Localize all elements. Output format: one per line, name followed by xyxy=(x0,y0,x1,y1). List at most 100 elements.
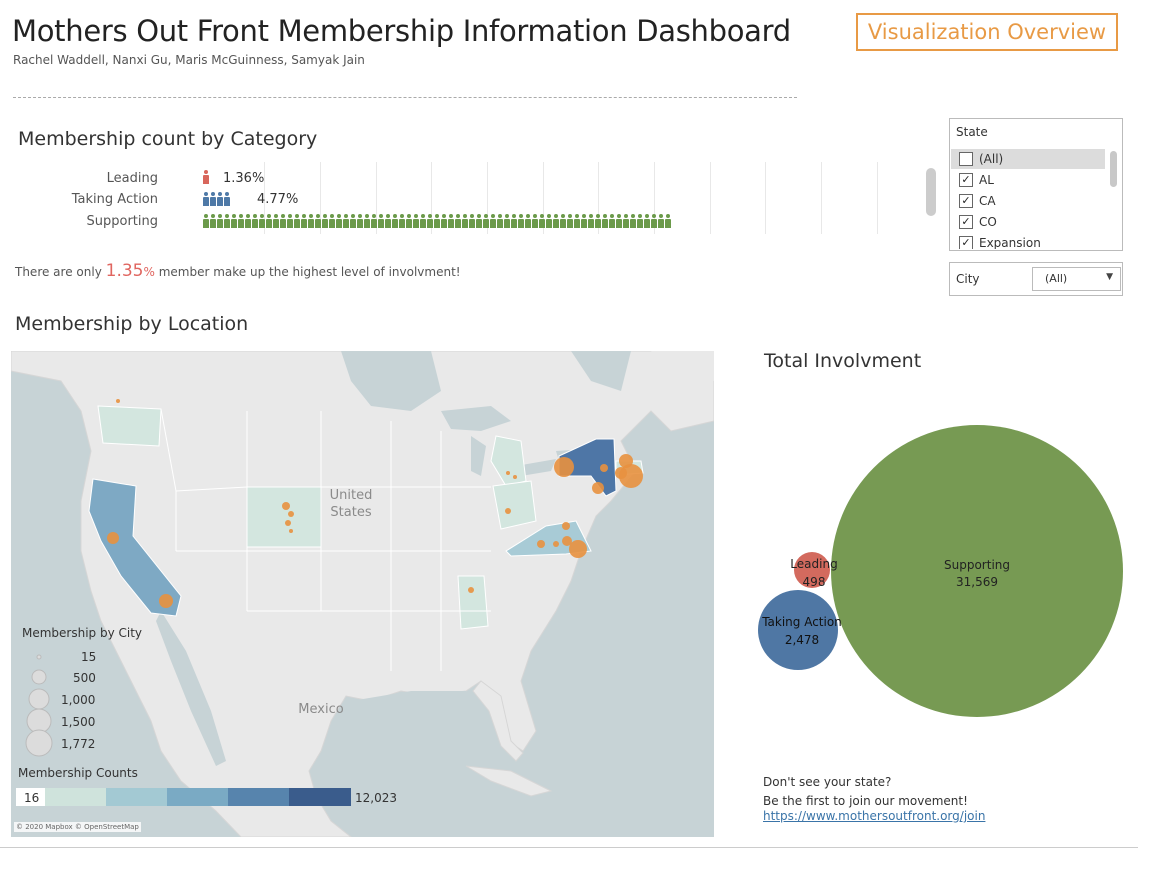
gridline xyxy=(710,162,711,234)
person-icon xyxy=(203,192,209,206)
person-icon xyxy=(602,214,608,228)
state-option-co[interactable]: ✓ CO xyxy=(951,212,1105,232)
city-bubble xyxy=(107,532,119,544)
city-bubble xyxy=(562,536,572,546)
bubble-label: Leading xyxy=(790,557,837,571)
state-option-ca[interactable]: ✓ CA xyxy=(951,191,1105,211)
city-bubbles xyxy=(107,399,643,608)
person-icon xyxy=(413,214,419,228)
person-icon xyxy=(294,214,300,228)
person-icon xyxy=(455,214,461,228)
person-icon xyxy=(231,214,237,228)
person-icon xyxy=(448,214,454,228)
city-legend-title: Membership by City xyxy=(22,626,142,640)
checkbox-checked[interactable]: ✓ xyxy=(959,236,973,249)
bubble-taking-action[interactable] xyxy=(758,590,838,670)
city-bubble xyxy=(569,540,587,558)
involvement-bubble-chart: Supporting 31,569 Leading 498 Taking Act… xyxy=(758,425,1123,717)
checkbox-checked[interactable]: ✓ xyxy=(959,194,973,208)
city-bubble xyxy=(553,541,559,547)
state-option-expansion[interactable]: ✓ Expansion xyxy=(951,233,1105,249)
person-icon xyxy=(483,214,489,228)
city-bubble xyxy=(159,594,173,608)
city-bubble xyxy=(285,520,291,526)
checkbox[interactable] xyxy=(959,152,973,166)
state-colorado xyxy=(246,486,322,548)
category-scrollbar[interactable] xyxy=(926,168,936,216)
involvement-highlight-text: There are only 1.35% member make up the … xyxy=(15,261,461,281)
bubble-supporting[interactable] xyxy=(831,425,1123,717)
baja-gulf xyxy=(156,611,226,766)
leading-person-icons xyxy=(203,170,209,184)
cuba xyxy=(465,765,553,797)
bubble-label: Supporting xyxy=(944,558,1010,572)
city-legend-item: 1,000 xyxy=(61,693,95,707)
bubble-leading[interactable] xyxy=(794,552,830,588)
person-icon xyxy=(385,214,391,228)
membership-map[interactable]: United States Mexico xyxy=(11,351,714,837)
chevron-down-icon: ▼ xyxy=(1106,272,1113,282)
person-icon xyxy=(322,214,328,228)
person-icon xyxy=(343,214,349,228)
city-dropdown-value: (All) xyxy=(1045,272,1068,285)
person-icon xyxy=(399,214,405,228)
map-canvas: United States Mexico xyxy=(11,351,714,837)
checkbox-checked[interactable]: ✓ xyxy=(959,173,973,187)
gulf-of-mexico xyxy=(346,691,481,781)
person-icon xyxy=(560,214,566,228)
location-section-title: Membership by Location xyxy=(15,313,249,335)
join-link[interactable]: https://www.mothersoutfront.org/join xyxy=(763,809,986,823)
state-option-all[interactable]: (All) xyxy=(951,149,1105,169)
person-icon xyxy=(623,214,629,228)
state-option-al[interactable]: ✓ AL xyxy=(951,170,1105,190)
state-filter: State (All) ✓ AL ✓ CA ✓ CO ✓ Expansion xyxy=(949,118,1123,251)
gridline xyxy=(376,162,377,234)
city-bubble xyxy=(288,511,294,517)
bubble-value: 2,478 xyxy=(785,633,819,647)
person-icon xyxy=(224,192,230,206)
gridline xyxy=(598,162,599,234)
city-legend-circles xyxy=(25,654,53,757)
city-filter: City (All) ▼ xyxy=(949,262,1123,296)
person-icon xyxy=(420,214,426,228)
authors-text: Rachel Waddell, Nanxi Gu, Maris McGuinne… xyxy=(13,53,365,67)
city-bubble xyxy=(289,529,293,533)
person-icon xyxy=(203,214,209,228)
counts-legend-swatch xyxy=(228,788,289,806)
greenland xyxy=(651,351,714,381)
person-icon xyxy=(546,214,552,228)
person-icon xyxy=(378,214,384,228)
highlight-unit: % xyxy=(143,265,155,279)
person-icon xyxy=(637,214,643,228)
city-bubble xyxy=(615,467,627,479)
person-icon xyxy=(217,214,223,228)
visualization-overview-button[interactable]: Visualization Overview xyxy=(856,13,1118,51)
highlight-value: 1.35 xyxy=(105,261,144,281)
person-icon xyxy=(504,214,510,228)
map-attribution[interactable]: © 2020 Mapbox © OpenStreetMap xyxy=(14,822,141,832)
person-icon xyxy=(427,214,433,228)
gridline xyxy=(821,162,822,234)
state-list-scrollbar[interactable] xyxy=(1110,151,1117,187)
person-icon xyxy=(217,192,223,206)
person-icon xyxy=(441,214,447,228)
category-section-title: Membership count by Category xyxy=(18,128,318,150)
person-icon xyxy=(518,214,524,228)
counts-legend-min: 16 xyxy=(24,791,39,805)
northern-water xyxy=(341,351,631,411)
state-borders xyxy=(160,408,491,671)
leading-percent: 1.36% xyxy=(223,171,265,186)
city-legend-item: 1,500 xyxy=(61,715,95,729)
city-bubble xyxy=(505,508,511,514)
person-icon xyxy=(336,214,342,228)
city-bubble xyxy=(562,522,570,530)
counts-legend-swatch xyxy=(289,788,351,806)
person-icon xyxy=(238,214,244,228)
counts-legend-swatch xyxy=(106,788,167,806)
person-icon xyxy=(406,214,412,228)
person-icon xyxy=(392,214,398,228)
state-ohio xyxy=(492,480,537,530)
checkbox-checked[interactable]: ✓ xyxy=(959,215,973,229)
gridline xyxy=(264,162,265,234)
city-dropdown[interactable]: (All) ▼ xyxy=(1032,267,1121,291)
